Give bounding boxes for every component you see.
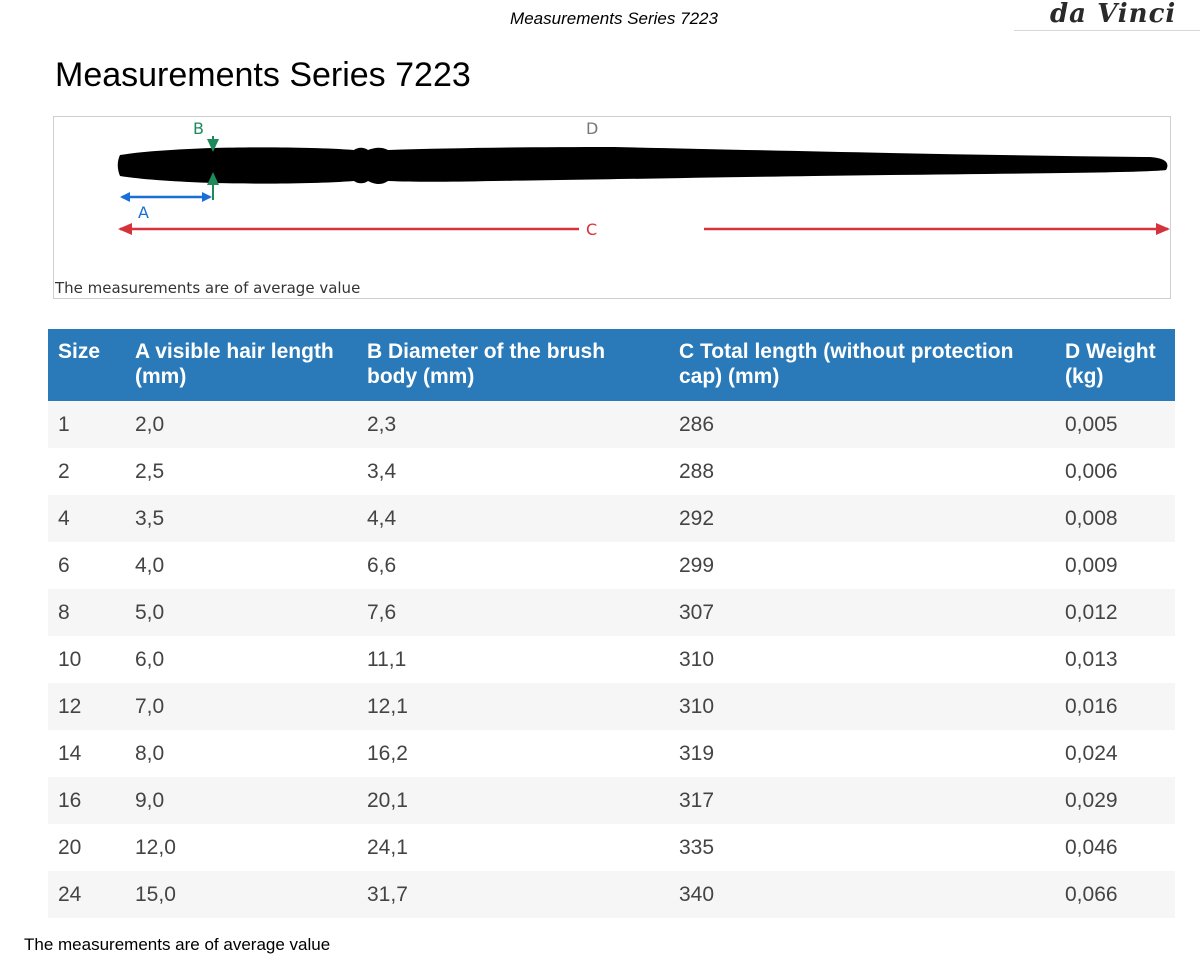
footnote: The measurements are of average value bbox=[24, 935, 331, 954]
table-body: 1 2,0 2,3 286 0,005 2 2,5 3,4 288 0,006 4 3,5 4,4 292… bbox=[48, 401, 1175, 918]
cell-c: 335 bbox=[669, 824, 1055, 871]
cell-b: 3,4 bbox=[357, 448, 669, 495]
cell-c: 286 bbox=[669, 401, 1055, 448]
header-d: D Weight (kg) bbox=[1055, 329, 1175, 401]
cell-d: 0,046 bbox=[1055, 824, 1175, 871]
measurements-table: Size A visible hair length (mm) B Diamet… bbox=[48, 329, 1175, 918]
cell-a: 12,0 bbox=[125, 824, 357, 871]
table-row: 1 2,0 2,3 286 0,005 bbox=[48, 401, 1175, 448]
cell-c: 310 bbox=[669, 636, 1055, 683]
cell-d: 0,008 bbox=[1055, 495, 1175, 542]
cell-size: 20 bbox=[48, 824, 125, 871]
b-arrowhead-bottom bbox=[207, 172, 219, 185]
cell-a: 6,0 bbox=[125, 636, 357, 683]
cell-d: 0,005 bbox=[1055, 401, 1175, 448]
cell-c: 310 bbox=[669, 683, 1055, 730]
cell-c: 288 bbox=[669, 448, 1055, 495]
table-row: 8 5,0 7,6 307 0,012 bbox=[48, 589, 1175, 636]
brush-silhouette bbox=[117, 147, 1168, 184]
cell-b: 6,6 bbox=[357, 542, 669, 589]
cell-size: 12 bbox=[48, 683, 125, 730]
cell-size: 8 bbox=[48, 589, 125, 636]
cell-size: 14 bbox=[48, 730, 125, 777]
cell-d: 0,024 bbox=[1055, 730, 1175, 777]
cell-a: 7,0 bbox=[125, 683, 357, 730]
cell-b: 11,1 bbox=[357, 636, 669, 683]
cell-d: 0,006 bbox=[1055, 448, 1175, 495]
table-row: 24 15,0 31,7 340 0,066 bbox=[48, 871, 1175, 918]
table-row: 16 9,0 20,1 317 0,029 bbox=[48, 777, 1175, 824]
cell-b: 20,1 bbox=[357, 777, 669, 824]
cell-c: 319 bbox=[669, 730, 1055, 777]
cell-c: 340 bbox=[669, 871, 1055, 918]
diagram-note: The measurements are of average value bbox=[55, 279, 361, 297]
cell-b: 2,3 bbox=[357, 401, 669, 448]
cell-d: 0,029 bbox=[1055, 777, 1175, 824]
header-c: C Total length (without protection cap) … bbox=[669, 329, 1055, 401]
cell-c: 292 bbox=[669, 495, 1055, 542]
brush-diagram-svg: B A C D bbox=[117, 119, 1170, 239]
cell-a: 5,0 bbox=[125, 589, 357, 636]
label-d: D bbox=[586, 119, 598, 138]
cell-a: 3,5 bbox=[125, 495, 357, 542]
cell-a: 4,0 bbox=[125, 542, 357, 589]
cell-d: 0,013 bbox=[1055, 636, 1175, 683]
page-title: Measurements Series 7223 bbox=[55, 56, 471, 94]
cell-b: 24,1 bbox=[357, 824, 669, 871]
cell-d: 0,009 bbox=[1055, 542, 1175, 589]
cell-a: 8,0 bbox=[125, 730, 357, 777]
label-c: C bbox=[586, 220, 597, 239]
header-b: B Diameter of the brush body (mm) bbox=[357, 329, 669, 401]
table-row: 4 3,5 4,4 292 0,008 bbox=[48, 495, 1175, 542]
header-size: Size bbox=[48, 329, 125, 401]
header-a: A visible hair length (mm) bbox=[125, 329, 357, 401]
table-row: 10 6,0 11,1 310 0,013 bbox=[48, 636, 1175, 683]
table-row: 2 2,5 3,4 288 0,006 bbox=[48, 448, 1175, 495]
cell-d: 0,016 bbox=[1055, 683, 1175, 730]
cell-size: 2 bbox=[48, 448, 125, 495]
cell-size: 1 bbox=[48, 401, 125, 448]
header-title: Measurements Series 7223 bbox=[510, 9, 718, 28]
cell-a: 9,0 bbox=[125, 777, 357, 824]
cell-a: 2,0 bbox=[125, 401, 357, 448]
cell-size: 24 bbox=[48, 871, 125, 918]
brush-diagram: B A C D The measurements are of average … bbox=[53, 116, 1171, 299]
cell-d: 0,066 bbox=[1055, 871, 1175, 918]
cell-a: 2,5 bbox=[125, 448, 357, 495]
table-row: 14 8,0 16,2 319 0,024 bbox=[48, 730, 1175, 777]
cell-size: 16 bbox=[48, 777, 125, 824]
cell-size: 4 bbox=[48, 495, 125, 542]
cell-b: 4,4 bbox=[357, 495, 669, 542]
cell-c: 307 bbox=[669, 589, 1055, 636]
table-row: 12 7,0 12,1 310 0,016 bbox=[48, 683, 1175, 730]
cell-b: 7,6 bbox=[357, 589, 669, 636]
logo-text: da Vinci bbox=[1050, 0, 1177, 29]
logo: da Vinci bbox=[1014, 0, 1200, 31]
cell-b: 31,7 bbox=[357, 871, 669, 918]
label-b: B bbox=[193, 119, 204, 138]
cell-d: 0,012 bbox=[1055, 589, 1175, 636]
cell-c: 317 bbox=[669, 777, 1055, 824]
b-arrowhead-top bbox=[207, 139, 219, 152]
cell-b: 16,2 bbox=[357, 730, 669, 777]
table-header-row: Size A visible hair length (mm) B Diamet… bbox=[48, 329, 1175, 401]
cell-c: 299 bbox=[669, 542, 1055, 589]
cell-a: 15,0 bbox=[125, 871, 357, 918]
label-a: A bbox=[138, 203, 149, 222]
cell-b: 12,1 bbox=[357, 683, 669, 730]
cell-size: 6 bbox=[48, 542, 125, 589]
cell-size: 10 bbox=[48, 636, 125, 683]
table-row: 6 4,0 6,6 299 0,009 bbox=[48, 542, 1175, 589]
table-row: 20 12,0 24,1 335 0,046 bbox=[48, 824, 1175, 871]
